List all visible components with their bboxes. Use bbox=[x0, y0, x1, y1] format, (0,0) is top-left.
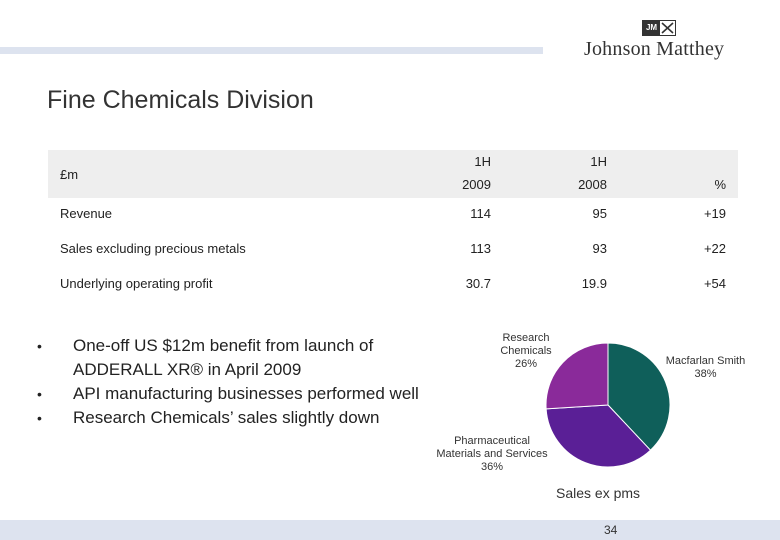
row-value-2009: 114 bbox=[470, 206, 491, 221]
page-number-text: 34 bbox=[604, 523, 618, 537]
page-title: Fine Chemicals Division bbox=[47, 86, 314, 114]
financial-table: £m 1H 2009 1H 2008 % Revenue 114 95 +19 … bbox=[48, 150, 738, 303]
pie-label-pharma-pct: 36% bbox=[480, 461, 504, 473]
header-unit: £m bbox=[60, 167, 79, 182]
top-accent-bar bbox=[0, 47, 543, 54]
pie-label-macfarlan-pct: 38% bbox=[694, 368, 717, 380]
brand-name: Johnson Matthey bbox=[584, 38, 725, 60]
table-row: Sales excluding precious metals 113 93 +… bbox=[48, 233, 738, 268]
footer-bar bbox=[0, 520, 780, 540]
row-value-2008: 95 bbox=[592, 206, 607, 221]
jm-badge: JM bbox=[642, 20, 676, 36]
row-value-pct: +22 bbox=[703, 241, 726, 256]
pie-label-macfarlan-name: Macfarlan Smith bbox=[665, 355, 746, 367]
bullet-item: • API manufacturing businesses performed… bbox=[37, 382, 457, 406]
pie-slice-pharmaceutical-materials-and-services bbox=[545, 404, 652, 468]
header-col-2008-line2: 2008 bbox=[578, 177, 607, 192]
johnson-matthey-logo: JM Johnson Matthey bbox=[584, 20, 744, 62]
pie-slice-research-chemicals bbox=[545, 342, 609, 410]
header-col-2009-line2: 2009 bbox=[462, 177, 491, 192]
pie-chart-title: Sales ex pms bbox=[556, 485, 641, 501]
pie-label-pharma-line1: Pharmaceutical bbox=[454, 435, 530, 447]
pie-label-research-chemicals: Research Chemicals 26% bbox=[490, 332, 562, 371]
header-col-2009-line1: 1H bbox=[474, 154, 491, 169]
pie-slice-macfarlan-smith bbox=[607, 342, 671, 451]
jm-badge-text: JM bbox=[643, 21, 660, 35]
table-row: Underlying operating profit 30.7 19.9 +5… bbox=[48, 268, 738, 303]
bullet-text: Research Chemicals’ sales slightly down bbox=[73, 408, 380, 427]
pie-label-research-line2: Chemicals bbox=[500, 345, 552, 357]
crossed-keys-icon bbox=[660, 21, 675, 35]
row-value-2009: 113 bbox=[470, 241, 491, 256]
header-col-2009: 1H 2009 bbox=[462, 150, 491, 196]
bullet-text: API manufacturing businesses performed w… bbox=[73, 384, 419, 403]
sales-pie-chart bbox=[545, 342, 671, 468]
bullet-list: • One-off US $12m benefit from launch of… bbox=[37, 334, 457, 430]
pie-label-pharma-line2: Materials and Services bbox=[436, 448, 548, 460]
row-label: Sales excluding precious metals bbox=[60, 241, 246, 256]
bullet-marker: • bbox=[37, 386, 42, 402]
bullet-marker: • bbox=[37, 410, 42, 426]
pie-label-research-line1: Research bbox=[502, 332, 550, 344]
row-value-pct: +19 bbox=[703, 206, 726, 221]
row-label: Revenue bbox=[60, 206, 113, 221]
row-label: Underlying operating profit bbox=[60, 276, 213, 291]
bullet-item: • One-off US $12m benefit from launch of… bbox=[37, 334, 457, 382]
bullet-text: One-off US $12m benefit from launch of A… bbox=[73, 336, 374, 379]
bullet-item: • Research Chemicals’ sales slightly dow… bbox=[37, 406, 457, 430]
pie-label-macfarlan-smith: Macfarlan Smith 38% bbox=[658, 355, 753, 381]
header-col-2008-line1: 1H bbox=[590, 154, 607, 169]
row-value-pct: +54 bbox=[703, 276, 726, 291]
pie-label-pharmaceutical: Pharmaceutical Materials and Services 36… bbox=[428, 435, 556, 474]
header-col-2008: 1H 2008 bbox=[578, 150, 607, 196]
bullet-marker: • bbox=[37, 338, 42, 354]
row-value-2008: 19.9 bbox=[581, 276, 607, 291]
row-value-2009: 30.7 bbox=[465, 276, 491, 291]
pie-label-research-pct: 26% bbox=[514, 358, 538, 370]
table-row: Revenue 114 95 +19 bbox=[48, 198, 738, 233]
header-col-pct: % bbox=[714, 177, 726, 192]
row-value-2008: 93 bbox=[592, 241, 607, 256]
table-header: £m 1H 2009 1H 2008 % bbox=[48, 150, 738, 198]
